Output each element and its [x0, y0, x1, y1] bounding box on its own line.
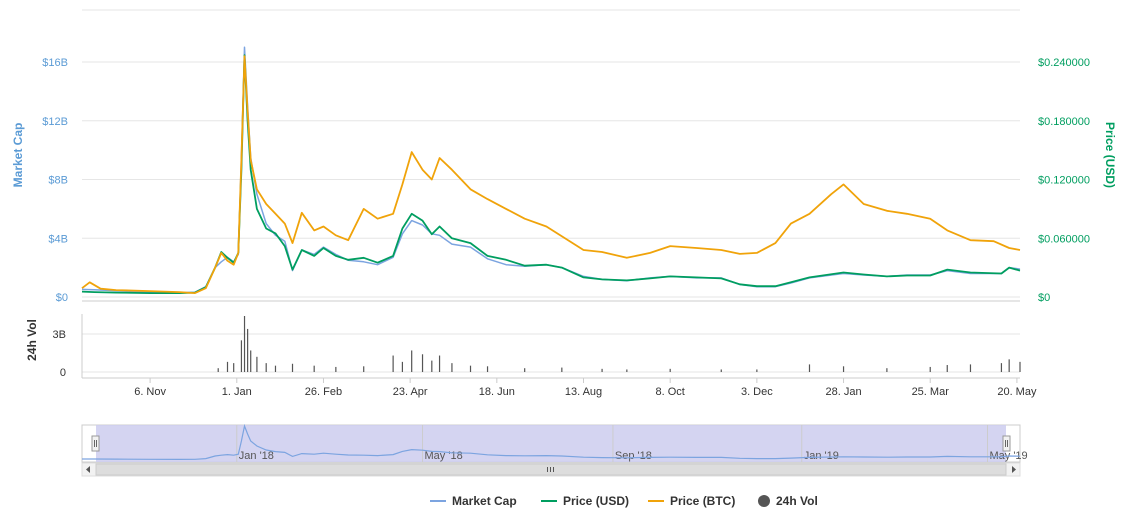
volume-bar [247, 328, 249, 372]
price-usd-tick-label: $0 [1038, 292, 1050, 304]
series-lines [81, 46, 1021, 295]
market-cap-tick-label: $8B [48, 175, 68, 187]
legend-label: 24h Vol [776, 494, 818, 508]
x-tick-label: 1. Jan [222, 386, 252, 398]
market-cap-tick-label: $16B [42, 57, 68, 69]
x-tick-label: 28. Jan [825, 386, 861, 398]
volume-bar [842, 366, 845, 372]
volume-bar [243, 316, 246, 372]
x-tick-label: 23. Apr [393, 386, 428, 398]
x-tick-label: 13. Aug [565, 386, 602, 398]
volume-bar [217, 368, 219, 372]
navigator-series [82, 423, 1021, 461]
legend-item-price-usd[interactable]: Price (USD) [541, 494, 629, 508]
scrollbar-grip-icon [547, 467, 554, 472]
volume-bar [335, 366, 337, 372]
x-tick-label: 6. Nov [134, 386, 166, 398]
market-cap-tick-label: $12B [42, 116, 68, 128]
x-tick-label: 26. Feb [305, 386, 342, 398]
volume-bar [1000, 363, 1003, 372]
volume-bar [431, 360, 433, 372]
volume-bar [486, 366, 489, 372]
volume-bar [601, 368, 603, 372]
volume-bar [1008, 359, 1010, 372]
volume-bar [240, 340, 243, 372]
navigator-tick-label: Jan '19 [804, 450, 839, 462]
navigator-tick-label: Sep '18 [615, 450, 652, 462]
volume-bar [274, 365, 277, 372]
x-tick-label: 20. May [997, 386, 1037, 398]
volume-bar [808, 364, 811, 372]
volume-bar [1019, 361, 1021, 372]
volume-bar [886, 368, 888, 372]
volume-bar [946, 365, 948, 372]
market-cap-tick-label: $0 [56, 292, 68, 304]
scrollbar[interactable] [81, 462, 1021, 477]
volume-bar [438, 355, 441, 372]
x-tick-label: 3. Dec [741, 386, 773, 398]
navigator-right-handle[interactable] [1002, 435, 1011, 452]
legend-item-24h-vol[interactable]: 24h Vol [758, 494, 818, 508]
volume-bar [313, 365, 315, 372]
chart-gridlines [82, 9, 1020, 302]
volume-bar [720, 369, 722, 372]
series-price-usd [81, 54, 1021, 295]
axis-ticks: $0 $4B $8B $12B $16B $0 $0.060000 $0.120000 $0.1… [42, 57, 1090, 398]
navigator[interactable]: Jan '18 May '18 Sep '18 Jan '19 May '19 [81, 423, 1028, 463]
volume-bars [217, 316, 1021, 372]
volume-bar [929, 366, 931, 372]
volume-bar [421, 354, 424, 372]
price-usd-tick-label: $0.120000 [1038, 175, 1090, 187]
price-usd-tick-label: $0.180000 [1038, 116, 1090, 128]
volume-bar [969, 364, 972, 372]
volume-bar [233, 363, 235, 372]
volume-bar [291, 363, 294, 372]
navigator-tick-label: Jan '18 [239, 450, 274, 462]
series-price-btc [81, 55, 1021, 295]
volume-bar [756, 369, 758, 372]
volume-bar [363, 366, 365, 372]
volume-bar [250, 350, 252, 372]
volume-bar [411, 350, 413, 372]
price-usd-tick-label: $0.060000 [1038, 233, 1090, 245]
volume-bar [524, 368, 526, 372]
volume-tick-label: 3B [53, 329, 66, 341]
volume-axis-title: 24h Vol [25, 319, 39, 361]
volume-bar [669, 368, 671, 372]
navigator-market-cap-line [82, 423, 1021, 461]
volume-bar [226, 361, 229, 372]
market-cap-axis-title: Market Cap [11, 123, 25, 188]
legend-item-market-cap[interactable]: Market Cap [430, 494, 517, 508]
legend: Market Cap Price (USD) Price (BTC) 24h V… [430, 494, 818, 508]
volume-tick-label: 0 [60, 367, 66, 379]
volume-bar [256, 356, 258, 372]
market-cap-tick-label: $4B [48, 233, 68, 245]
price-usd-axis-title: Price (USD) [1103, 122, 1117, 188]
legend-label: Price (USD) [563, 494, 629, 508]
scroll-left-arrow-icon[interactable] [86, 466, 90, 473]
x-tick-label: 18. Jun [479, 386, 515, 398]
navigator-left-handle[interactable] [91, 435, 100, 452]
volume-axis [81, 314, 1020, 379]
volume-bar [469, 365, 472, 372]
price-usd-tick-label: $0.240000 [1038, 57, 1090, 69]
x-tick-label: 8. Oct [656, 386, 685, 398]
legend-label: Price (BTC) [670, 494, 735, 508]
volume-bar [561, 367, 563, 372]
volume-bar [265, 363, 267, 372]
volume-bar [401, 361, 404, 372]
legend-label: Market Cap [452, 494, 517, 508]
volume-bar [451, 363, 453, 372]
volume-bar [392, 355, 394, 372]
scroll-right-arrow-icon[interactable] [1012, 466, 1016, 473]
legend-item-price-btc[interactable]: Price (BTC) [648, 494, 735, 508]
x-tick-label: 25. Mar [912, 386, 950, 398]
volume-bar [626, 369, 628, 372]
